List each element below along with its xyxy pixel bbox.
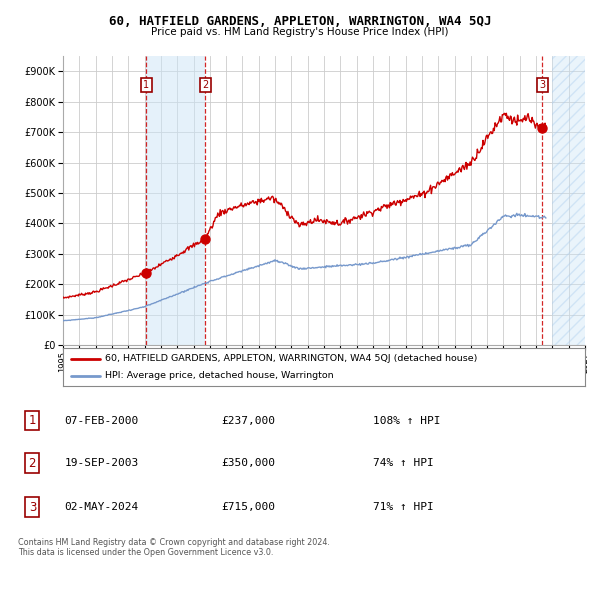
Text: 71% ↑ HPI: 71% ↑ HPI xyxy=(373,502,434,512)
Text: 74% ↑ HPI: 74% ↑ HPI xyxy=(373,458,434,468)
Text: £350,000: £350,000 xyxy=(221,458,275,468)
Text: 1: 1 xyxy=(143,80,149,90)
Text: 3: 3 xyxy=(539,80,545,90)
Text: 108% ↑ HPI: 108% ↑ HPI xyxy=(373,416,440,425)
Text: 07-FEB-2000: 07-FEB-2000 xyxy=(64,416,139,425)
Text: 2: 2 xyxy=(29,457,36,470)
Text: 1: 1 xyxy=(29,414,36,427)
Text: 2: 2 xyxy=(202,80,208,90)
Text: 60, HATFIELD GARDENS, APPLETON, WARRINGTON, WA4 5QJ (detached house): 60, HATFIELD GARDENS, APPLETON, WARRINGT… xyxy=(105,355,477,363)
Text: £715,000: £715,000 xyxy=(221,502,275,512)
Text: 60, HATFIELD GARDENS, APPLETON, WARRINGTON, WA4 5QJ: 60, HATFIELD GARDENS, APPLETON, WARRINGT… xyxy=(109,15,491,28)
Text: 19-SEP-2003: 19-SEP-2003 xyxy=(64,458,139,468)
Text: HPI: Average price, detached house, Warrington: HPI: Average price, detached house, Warr… xyxy=(105,371,334,380)
Text: £237,000: £237,000 xyxy=(221,416,275,425)
Text: 3: 3 xyxy=(29,500,36,513)
Text: 02-MAY-2024: 02-MAY-2024 xyxy=(64,502,139,512)
Bar xyxy=(146,56,205,345)
Text: Contains HM Land Registry data © Crown copyright and database right 2024.
This d: Contains HM Land Registry data © Crown c… xyxy=(18,538,330,558)
Text: Price paid vs. HM Land Registry's House Price Index (HPI): Price paid vs. HM Land Registry's House … xyxy=(151,27,449,37)
Bar xyxy=(553,56,585,345)
